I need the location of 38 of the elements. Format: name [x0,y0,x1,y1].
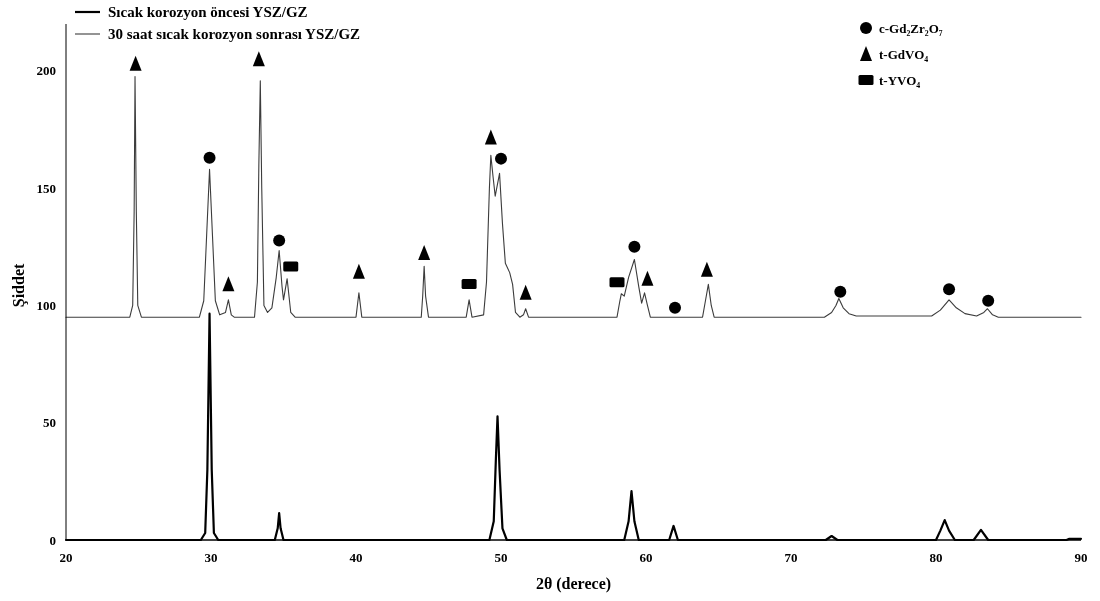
x-tick-label: 20 [59,550,73,565]
x-tick-label: 40 [349,550,363,565]
x-tick-label: 50 [494,550,508,565]
x-tick-label: 70 [784,550,798,565]
point [418,244,431,260]
x-tick-label: 80 [929,550,943,565]
y-tick-label: 150 [36,180,56,196]
point [129,55,142,71]
point [641,270,654,286]
point [943,283,956,296]
y-tick-label: 200 [36,63,56,79]
point [495,152,507,165]
legend-label: t-YVO₄ [879,72,921,88]
legend-label: c-Gd₂Zr₂O₇ [879,20,943,36]
legend-label: Sıcak korozyon öncesi YSZ/GZ [108,4,308,21]
point [252,51,265,67]
point [203,151,216,164]
x-tick-label: 90 [1074,550,1088,565]
legend-label: t-GdVO₄ [879,46,929,62]
point [669,301,681,314]
point [519,284,532,300]
y-axis-title: Şiddet [10,263,28,308]
point [628,240,641,253]
point [982,294,995,307]
point [700,261,713,277]
x-axis-title: 2θ (derece) [535,575,612,593]
x-tick-label: 60 [639,550,653,565]
point [834,285,847,298]
point [222,276,235,292]
point [273,234,286,247]
line-series [65,75,1082,318]
y-tick-label: 100 [36,298,56,313]
point [484,129,497,145]
y-tick-label: 50 [43,415,56,431]
x-tick-label: 30 [204,550,218,565]
point [352,263,365,279]
y-tick-label: 0 [49,532,56,548]
legend-label: 30 saat sıcak korozyon sonrası YSZ/GZ [108,26,361,43]
